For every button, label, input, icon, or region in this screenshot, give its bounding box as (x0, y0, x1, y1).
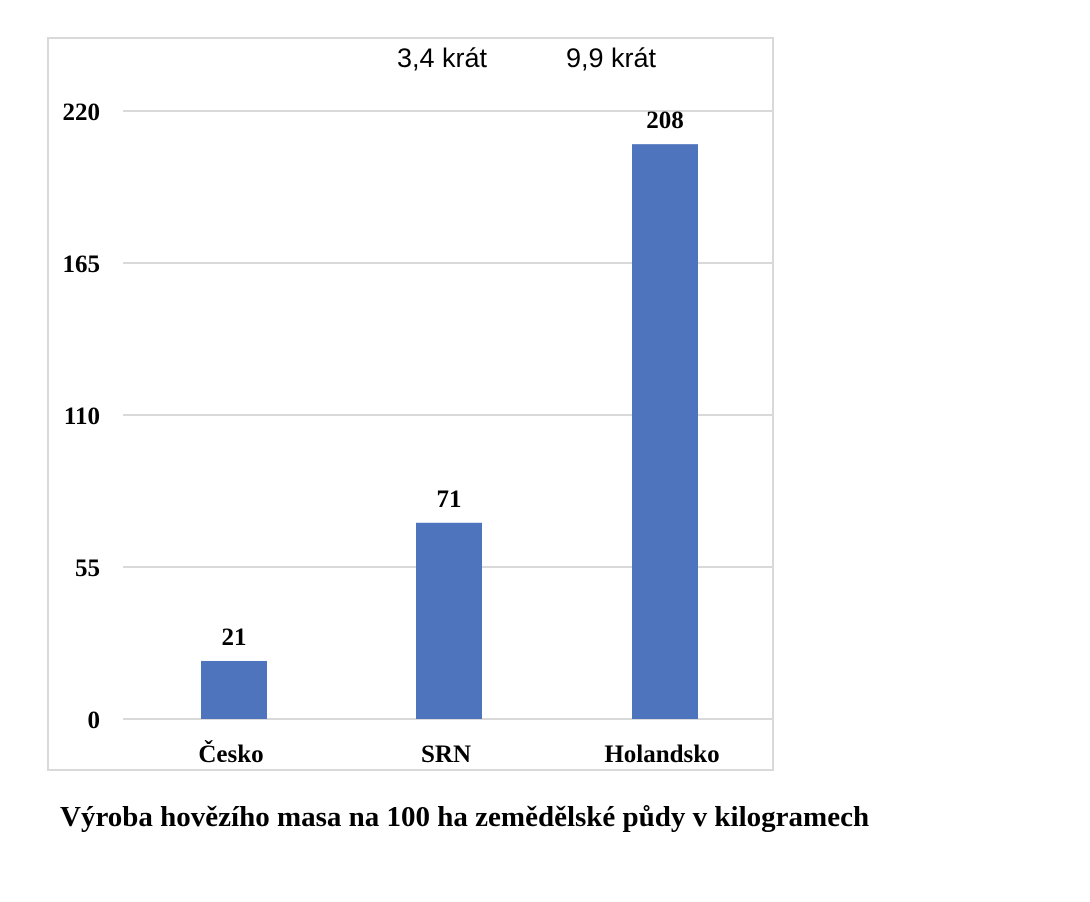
ratio-annotations: 3,4 krát 9,9 krát (397, 43, 657, 73)
data-label: 208 (646, 107, 684, 134)
ratio-annotation: 3,4 krát (397, 43, 488, 73)
chart-caption: Výroba hovězího masa na 100 ha zemědělsk… (60, 801, 869, 833)
ratio-annotation: 9,9 krát (566, 43, 657, 73)
bar (416, 522, 482, 719)
y-tick-label: 110 (64, 403, 100, 430)
y-tick-label: 55 (75, 555, 100, 582)
data-labels: 21 71 208 (222, 107, 684, 651)
bar (632, 144, 698, 719)
y-axis-ticks: 0 55 110 165 220 (63, 99, 101, 734)
chart-border (47, 37, 774, 771)
bar (201, 660, 267, 719)
y-tick-label: 165 (63, 251, 101, 278)
x-axis-categories: Česko SRN Holandsko (198, 739, 719, 768)
category-label: SRN (421, 741, 471, 768)
bars (201, 144, 698, 719)
category-label: Česko (198, 739, 263, 768)
data-label: 71 (437, 486, 462, 513)
category-label: Holandsko (604, 741, 719, 768)
data-label: 21 (222, 624, 247, 651)
y-tick-label: 0 (88, 707, 101, 734)
y-tick-label: 220 (63, 99, 101, 126)
